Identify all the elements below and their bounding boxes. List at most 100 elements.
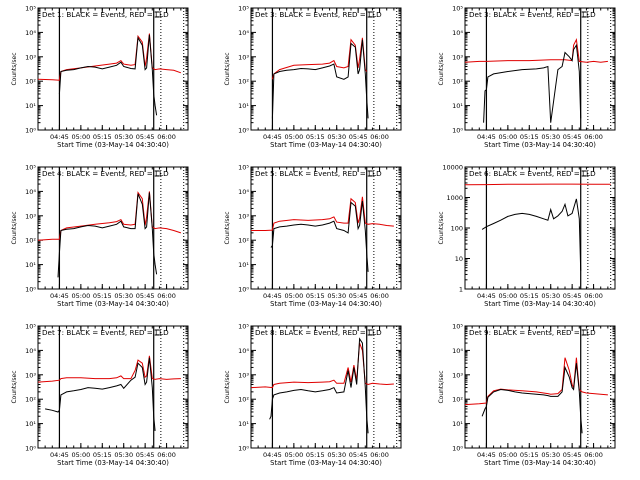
x-tick-label: 05:45 — [136, 451, 155, 459]
y-tick-label: 10⁴ — [25, 29, 36, 37]
events-series-line — [483, 43, 582, 123]
x-tick-label: 04:45 — [477, 133, 496, 141]
y-tick-label: 10¹ — [238, 102, 249, 110]
time-marker-bracket — [154, 11, 160, 18]
plot-frame — [250, 325, 402, 449]
y-axis-label: Counts/sec — [11, 370, 18, 403]
lld-series-line — [38, 33, 182, 81]
plot-frame — [37, 325, 189, 449]
x-tick-label: 05:45 — [349, 133, 368, 141]
time-marker-bracket — [154, 170, 160, 177]
x-axis-label: Start Time (03-May-14 04:30:40) — [484, 300, 596, 308]
x-tick-label: 05:45 — [136, 292, 155, 300]
x-tick-label: 04:45 — [477, 292, 496, 300]
x-tick-label: 05:00 — [284, 133, 303, 141]
y-tick-label: 10⁵ — [238, 164, 249, 172]
lld-series-line — [465, 357, 608, 406]
y-tick-label: 10¹ — [452, 102, 463, 110]
y-tick-label: 10⁵ — [25, 5, 36, 13]
x-tick-label: 05:00 — [71, 292, 90, 300]
x-tick-label: 05:30 — [541, 292, 560, 300]
events-series-line — [45, 357, 156, 431]
panel-title: Det 3: BLACK = Events, RED = LLD — [255, 10, 382, 19]
x-tick-label: 06:00 — [370, 292, 389, 300]
y-tick-label: 10³ — [25, 371, 36, 379]
detector-panel: Det 7: BLACK = Events, RED = LLD Counts/s… — [11, 323, 189, 467]
y-tick-label: 10000 — [442, 164, 463, 172]
x-tick-label: 05:30 — [541, 133, 560, 141]
detector-panel: Det 6: BLACK = Events, RED = LLD Counts/s… — [438, 164, 616, 308]
x-tick-label: 06:00 — [370, 451, 389, 459]
y-tick-label: 10¹ — [25, 102, 36, 110]
x-tick-label: 05:00 — [498, 451, 517, 459]
x-tick-label: 06:00 — [370, 133, 389, 141]
y-tick-label: 10⁰ — [238, 127, 249, 135]
y-tick-label: 10² — [238, 78, 249, 86]
detector-panel: Det 1: BLACK = Events, RED = LLD Counts/s… — [11, 5, 189, 149]
y-tick-label: 10³ — [25, 53, 36, 61]
x-tick-label: 05:45 — [563, 292, 582, 300]
lld-series-line — [251, 342, 394, 389]
time-marker-bracket — [367, 11, 373, 18]
y-tick-label: 10⁵ — [452, 323, 463, 331]
x-tick-label: 04:45 — [263, 133, 282, 141]
x-tick-label: 05:30 — [114, 133, 133, 141]
plot-frame — [464, 325, 616, 449]
x-tick-label: 05:00 — [71, 451, 90, 459]
y-tick-label: 10² — [452, 396, 463, 404]
y-axis-label: Counts/sec — [438, 52, 445, 85]
time-marker-bracket — [581, 170, 587, 177]
x-axis-label: Start Time (03-May-14 04:30:40) — [57, 459, 169, 467]
x-tick-label: 05:15 — [520, 133, 539, 141]
y-tick-label: 10³ — [452, 371, 463, 379]
panel-title: Det 6: BLACK = Events, RED = LLD — [469, 169, 596, 178]
x-tick-label: 06:00 — [157, 292, 176, 300]
y-tick-label: 10⁰ — [25, 445, 36, 453]
y-tick-label: 10¹ — [25, 420, 36, 428]
x-tick-label: 05:45 — [349, 451, 368, 459]
x-tick-label: 06:00 — [157, 133, 176, 141]
y-tick-label: 10⁵ — [25, 323, 36, 331]
panel-title: Det 1: BLACK = Events, RED = LLD — [42, 10, 169, 19]
y-axis-label: Counts/sec — [224, 370, 231, 403]
events-series-line — [481, 198, 582, 271]
x-tick-label: 05:45 — [563, 133, 582, 141]
y-tick-label: 10⁵ — [25, 164, 36, 172]
time-marker-bracket — [581, 329, 587, 336]
y-tick-label: 10⁵ — [238, 323, 249, 331]
events-series-line — [270, 201, 369, 272]
y-tick-label: 10⁴ — [238, 188, 249, 196]
y-tick-label: 10⁴ — [238, 29, 249, 37]
detector-panel: Det 8: BLACK = Events, RED = LLD Counts/s… — [224, 323, 402, 467]
y-tick-label: 10² — [25, 396, 36, 404]
events-series-line — [271, 39, 369, 119]
y-tick-label: 10¹ — [238, 261, 249, 269]
y-axis-label: Counts/sec — [224, 52, 231, 85]
events-series-line — [57, 192, 158, 278]
x-tick-label: 04:45 — [263, 451, 282, 459]
y-tick-label: 10⁰ — [452, 445, 463, 453]
lld-series-line — [465, 183, 611, 186]
x-tick-label: 04:45 — [263, 292, 282, 300]
detector-panel: Det 4: BLACK = Events, RED = LLD Counts/s… — [11, 164, 189, 308]
detector-panel: Det 3: BLACK = Events, RED = LLD Counts/s… — [438, 5, 616, 149]
y-tick-label: 10⁰ — [238, 286, 249, 294]
y-axis-label: Counts/sec — [11, 52, 18, 85]
x-tick-label: 05:15 — [93, 292, 112, 300]
x-tick-label: 05:00 — [71, 133, 90, 141]
events-series-line — [269, 337, 369, 434]
y-tick-label: 10² — [25, 78, 36, 86]
x-tick-label: 05:15 — [93, 451, 112, 459]
time-marker-bracket — [581, 11, 587, 18]
plot-frame — [250, 166, 402, 290]
y-tick-label: 10² — [25, 237, 36, 245]
x-tick-label: 05:45 — [349, 292, 368, 300]
plot-frame — [250, 7, 402, 131]
y-tick-label: 10⁴ — [452, 29, 463, 37]
x-axis-label: Start Time (03-May-14 04:30:40) — [270, 141, 382, 149]
plot-frame — [37, 7, 189, 131]
x-tick-label: 05:15 — [520, 451, 539, 459]
x-axis-label: Start Time (03-May-14 04:30:40) — [270, 300, 382, 308]
x-tick-label: 05:00 — [284, 451, 303, 459]
